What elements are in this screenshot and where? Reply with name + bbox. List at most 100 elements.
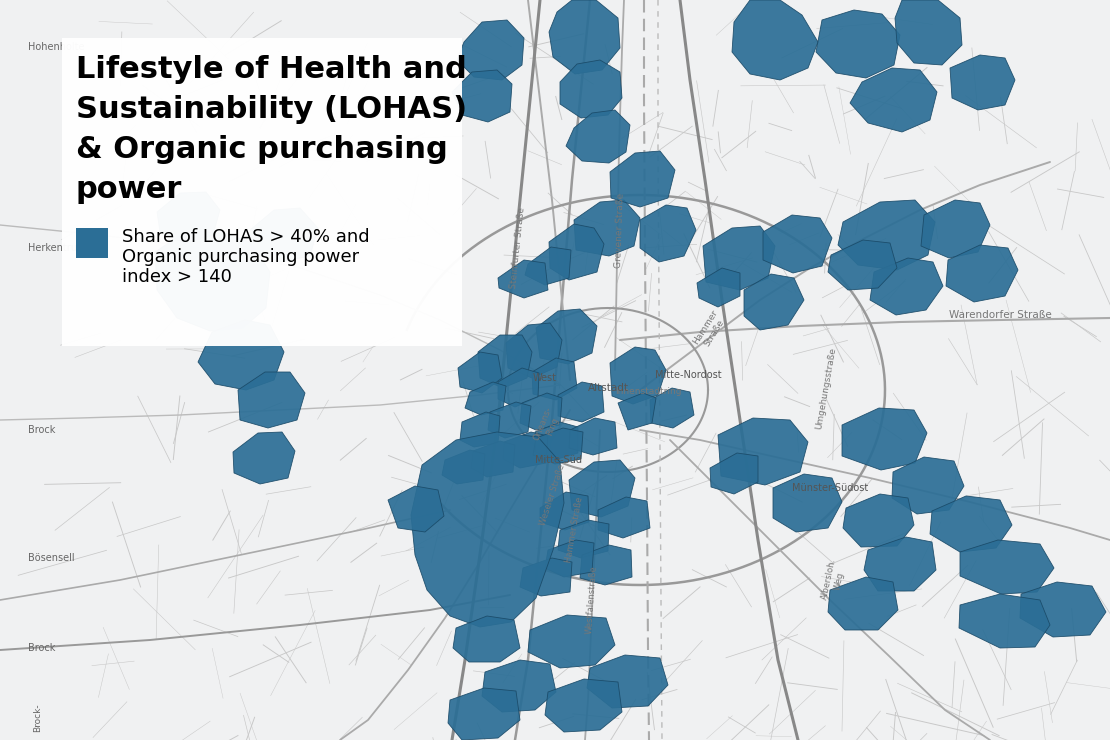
Polygon shape — [574, 200, 640, 256]
Polygon shape — [448, 688, 519, 740]
Polygon shape — [946, 245, 1018, 302]
Polygon shape — [535, 422, 578, 460]
Polygon shape — [598, 497, 650, 538]
Polygon shape — [842, 408, 927, 470]
Polygon shape — [532, 358, 577, 400]
Polygon shape — [828, 577, 898, 630]
Polygon shape — [528, 615, 615, 668]
Text: Organic purchasing power: Organic purchasing power — [122, 248, 360, 266]
Text: Umgehungsstraße: Umgehungsstraße — [815, 346, 838, 430]
Polygon shape — [411, 432, 564, 627]
Polygon shape — [238, 372, 305, 428]
Polygon shape — [895, 0, 962, 65]
Polygon shape — [892, 457, 963, 514]
Text: Herkentrup: Herkentrup — [28, 243, 83, 253]
Polygon shape — [549, 0, 620, 74]
Polygon shape — [519, 558, 572, 596]
Polygon shape — [744, 274, 804, 330]
Polygon shape — [558, 520, 609, 558]
Text: Mitte-Nordost: Mitte-Nordost — [655, 370, 722, 380]
Text: Weseler Straße: Weseler Straße — [538, 463, 567, 527]
Polygon shape — [710, 453, 758, 494]
Polygon shape — [519, 393, 562, 430]
Polygon shape — [959, 594, 1050, 648]
Polygon shape — [763, 215, 832, 273]
Bar — [62, 38, 462, 346]
Polygon shape — [506, 323, 562, 378]
Polygon shape — [457, 20, 524, 80]
Text: Mitte-Süd: Mitte-Süd — [535, 455, 582, 465]
Polygon shape — [842, 494, 914, 547]
Text: Hammer
Straße: Hammer Straße — [692, 309, 728, 352]
Text: & Organic purchasing: & Organic purchasing — [75, 135, 447, 164]
Polygon shape — [482, 660, 556, 712]
Polygon shape — [838, 200, 935, 270]
Polygon shape — [545, 540, 594, 577]
Polygon shape — [640, 205, 696, 262]
Polygon shape — [442, 450, 485, 484]
Polygon shape — [503, 432, 548, 468]
Polygon shape — [587, 655, 668, 708]
Text: Lifestyle of Health and: Lifestyle of Health and — [75, 55, 466, 84]
Text: Steinfurter Straße: Steinfurter Straße — [509, 206, 527, 289]
Text: Innenstadtring: Innenstadtring — [615, 388, 682, 397]
Text: Warendorfer Straße: Warendorfer Straße — [949, 310, 1051, 320]
Polygon shape — [703, 226, 775, 290]
Polygon shape — [610, 151, 675, 207]
Text: Share of LOHAS > 40% and: Share of LOHAS > 40% and — [122, 228, 370, 246]
Polygon shape — [950, 55, 1015, 110]
Polygon shape — [816, 10, 900, 78]
Polygon shape — [533, 428, 583, 464]
Polygon shape — [864, 537, 936, 591]
Text: index > 140: index > 140 — [122, 268, 232, 286]
Polygon shape — [558, 382, 604, 422]
Text: Hohenholte: Hohenholte — [28, 42, 84, 52]
Polygon shape — [545, 679, 622, 732]
Polygon shape — [453, 616, 519, 662]
Text: Orleans-
Ring: Orleans- Ring — [533, 405, 564, 445]
Polygon shape — [452, 70, 512, 122]
Text: Altstadt: Altstadt — [587, 383, 628, 393]
Polygon shape — [498, 368, 539, 407]
Polygon shape — [618, 393, 656, 430]
Polygon shape — [960, 540, 1054, 594]
Polygon shape — [1020, 582, 1106, 637]
Polygon shape — [569, 418, 617, 455]
Polygon shape — [460, 412, 500, 447]
Polygon shape — [488, 402, 531, 438]
Polygon shape — [561, 60, 622, 118]
Text: Westfalenstraße: Westfalenstraße — [585, 565, 599, 634]
Polygon shape — [610, 347, 666, 404]
Polygon shape — [581, 545, 632, 585]
Text: Sustainability (LOHAS): Sustainability (LOHAS) — [75, 95, 467, 124]
Polygon shape — [478, 335, 532, 388]
Polygon shape — [250, 208, 317, 262]
Polygon shape — [650, 388, 694, 428]
Text: Brock: Brock — [28, 643, 56, 653]
Polygon shape — [471, 441, 515, 477]
Polygon shape — [233, 432, 295, 484]
Text: Brock-: Brock- — [33, 704, 42, 733]
Text: Grevener Straße: Grevener Straße — [614, 192, 626, 268]
Polygon shape — [539, 492, 589, 530]
Text: Bösensell: Bösensell — [28, 553, 74, 563]
Polygon shape — [718, 418, 808, 485]
Polygon shape — [198, 320, 284, 390]
Text: Brock: Brock — [28, 425, 56, 435]
Polygon shape — [566, 110, 630, 163]
Polygon shape — [549, 224, 604, 280]
Polygon shape — [155, 230, 270, 331]
Polygon shape — [828, 240, 897, 290]
Polygon shape — [773, 474, 842, 532]
Polygon shape — [536, 309, 597, 364]
Polygon shape — [930, 496, 1012, 552]
Polygon shape — [697, 268, 740, 307]
Polygon shape — [498, 260, 548, 298]
Text: Münster-Südost: Münster-Südost — [791, 483, 868, 493]
Text: West: West — [533, 373, 557, 383]
Polygon shape — [921, 200, 990, 258]
Polygon shape — [465, 382, 506, 415]
Bar — [75, 228, 108, 258]
Polygon shape — [731, 0, 818, 80]
Polygon shape — [525, 247, 571, 285]
